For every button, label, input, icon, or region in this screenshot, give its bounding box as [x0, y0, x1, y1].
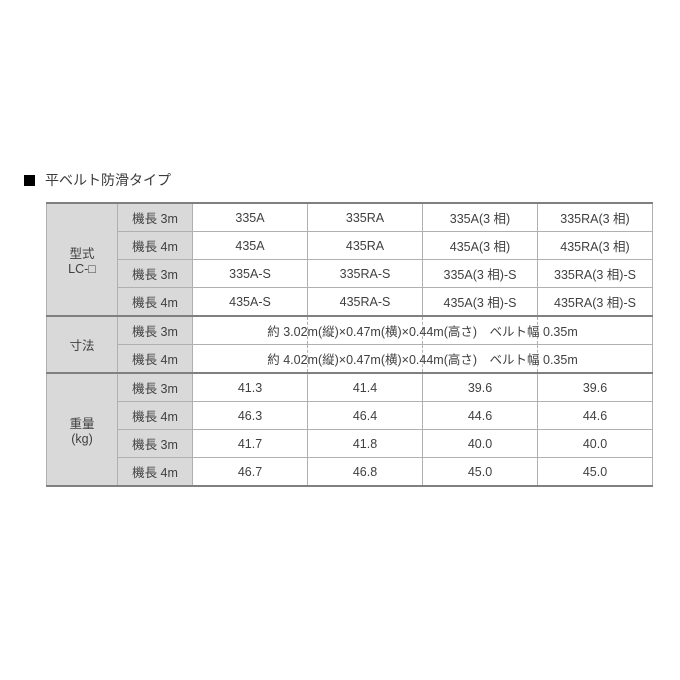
sub-label: 機長 4m [118, 458, 193, 487]
sub-label: 機長 3m [118, 430, 193, 458]
table-cell: 335RA(3 相)-S [538, 260, 653, 288]
table-cell: 335RA-S [308, 260, 423, 288]
dimension-cell: 約 3.02m(縦)×0.47m(横)×0.44m(高さ) ベルト幅 0.35m [193, 316, 653, 345]
sub-label: 機長 4m [118, 345, 193, 374]
sub-label: 機長 3m [118, 260, 193, 288]
table-cell: 435A(3 相) [423, 232, 538, 260]
sub-label: 機長 3m [118, 373, 193, 402]
table-cell: 435RA(3 相) [538, 232, 653, 260]
table-cell: 335RA(3 相) [538, 203, 653, 232]
table-cell: 41.7 [193, 430, 308, 458]
table-cell: 44.6 [423, 402, 538, 430]
table-cell: 45.0 [423, 458, 538, 487]
table-cell: 435RA-S [308, 288, 423, 317]
table-cell: 335A-S [193, 260, 308, 288]
table-cell: 435A-S [193, 288, 308, 317]
sub-label: 機長 3m [118, 316, 193, 345]
table-cell: 335A(3 相)-S [423, 260, 538, 288]
sub-label: 機長 3m [118, 203, 193, 232]
table-cell: 39.6 [423, 373, 538, 402]
sub-label: 機長 4m [118, 402, 193, 430]
dimension-text: 約 4.02m(縦)×0.47m(横)×0.44m(高さ) ベルト幅 0.35m [267, 353, 578, 367]
table-cell: 435A(3 相)-S [423, 288, 538, 317]
table-cell: 40.0 [538, 430, 653, 458]
group-label-dimensions: 寸法 [47, 316, 118, 373]
heading-text: 平ベルト防滑タイプ [45, 170, 171, 190]
table-cell: 46.3 [193, 402, 308, 430]
table-cell: 40.0 [423, 430, 538, 458]
table-cell: 46.4 [308, 402, 423, 430]
table-cell: 335A(3 相) [423, 203, 538, 232]
table-cell: 335A [193, 203, 308, 232]
sub-label: 機長 4m [118, 232, 193, 260]
table-cell: 44.6 [538, 402, 653, 430]
sub-label: 機長 4m [118, 288, 193, 317]
dimension-cell: 約 4.02m(縦)×0.47m(横)×0.44m(高さ) ベルト幅 0.35m [193, 345, 653, 374]
group-label-model: 型式 LC-□ [47, 203, 118, 316]
table-cell: 435RA [308, 232, 423, 260]
bullet-square-icon [24, 175, 35, 186]
group-label-weight: 重量 (kg) [47, 373, 118, 486]
table-cell: 39.6 [538, 373, 653, 402]
table-cell: 41.8 [308, 430, 423, 458]
table-cell: 435A [193, 232, 308, 260]
table-cell: 46.8 [308, 458, 423, 487]
table-cell: 46.7 [193, 458, 308, 487]
table-cell: 335RA [308, 203, 423, 232]
dimension-text: 約 3.02m(縦)×0.47m(横)×0.44m(高さ) ベルト幅 0.35m [267, 325, 578, 339]
spec-table: 型式 LC-□ 機長 3m 335A 335RA 335A(3 相) 335RA… [46, 202, 653, 487]
table-cell: 435RA(3 相)-S [538, 288, 653, 317]
section-heading: 平ベルト防滑タイプ [24, 170, 680, 190]
table-cell: 41.3 [193, 373, 308, 402]
table-cell: 45.0 [538, 458, 653, 487]
table-cell: 41.4 [308, 373, 423, 402]
